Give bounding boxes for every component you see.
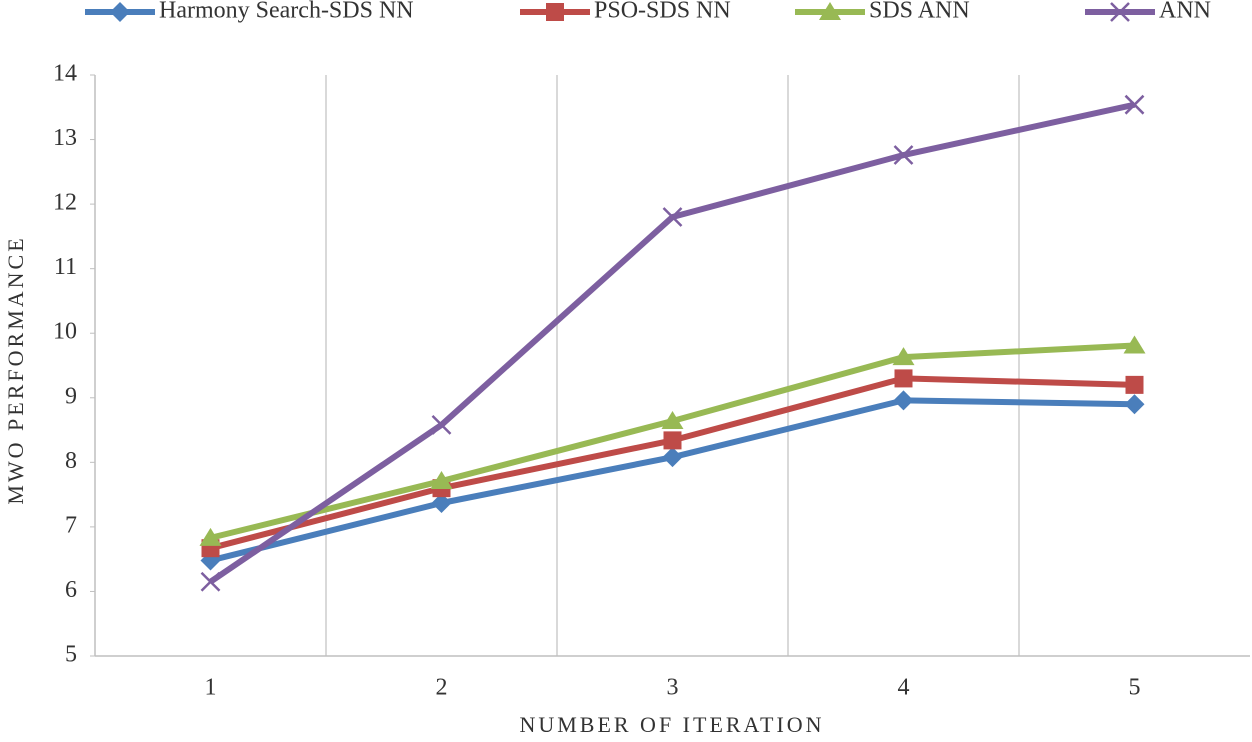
marker bbox=[1110, 2, 1130, 22]
marker bbox=[1123, 335, 1146, 354]
y-tick-label: 6 bbox=[65, 577, 77, 603]
x-tick-label: 3 bbox=[667, 675, 679, 701]
y-axis-title: MWO PERFORMANCE bbox=[3, 235, 28, 504]
x-axis-title: NUMBER OF ITERATION bbox=[519, 712, 824, 737]
marker bbox=[1125, 375, 1144, 394]
x-tick-label: 5 bbox=[1129, 675, 1141, 701]
y-tick-label: 5 bbox=[65, 642, 77, 668]
marker bbox=[893, 390, 914, 411]
marker bbox=[431, 415, 452, 435]
y-tick-label: 12 bbox=[53, 190, 77, 216]
y-tick-label: 9 bbox=[65, 383, 77, 409]
y-tick-label: 10 bbox=[53, 319, 77, 345]
marker bbox=[894, 369, 913, 388]
x-tick-label: 1 bbox=[205, 675, 217, 701]
legend-label: ANN bbox=[1159, 0, 1211, 24]
legend-label: PSO-SDS NN bbox=[594, 0, 731, 24]
marker bbox=[661, 411, 684, 430]
marker bbox=[430, 471, 453, 490]
y-tick-label: 7 bbox=[65, 512, 77, 538]
marker bbox=[1124, 394, 1145, 415]
marker bbox=[546, 3, 564, 21]
marker bbox=[431, 493, 452, 514]
marker bbox=[662, 207, 683, 227]
y-tick-label: 8 bbox=[65, 448, 77, 474]
marker bbox=[662, 447, 683, 468]
legend-label: SDS ANN bbox=[869, 0, 970, 24]
marker bbox=[819, 2, 841, 20]
marker bbox=[893, 145, 914, 165]
x-tick-label: 4 bbox=[898, 675, 910, 701]
marker bbox=[110, 2, 130, 22]
marker bbox=[1124, 94, 1145, 115]
y-tick-label: 11 bbox=[54, 254, 77, 280]
marker bbox=[199, 527, 222, 546]
y-tick-label: 13 bbox=[53, 125, 77, 151]
y-tick-label: 14 bbox=[53, 61, 77, 87]
legend-label: Harmony Search-SDS NN bbox=[159, 0, 414, 24]
x-tick-label: 2 bbox=[436, 675, 448, 701]
marker bbox=[200, 571, 221, 592]
marker bbox=[663, 431, 682, 450]
marker bbox=[892, 347, 915, 366]
